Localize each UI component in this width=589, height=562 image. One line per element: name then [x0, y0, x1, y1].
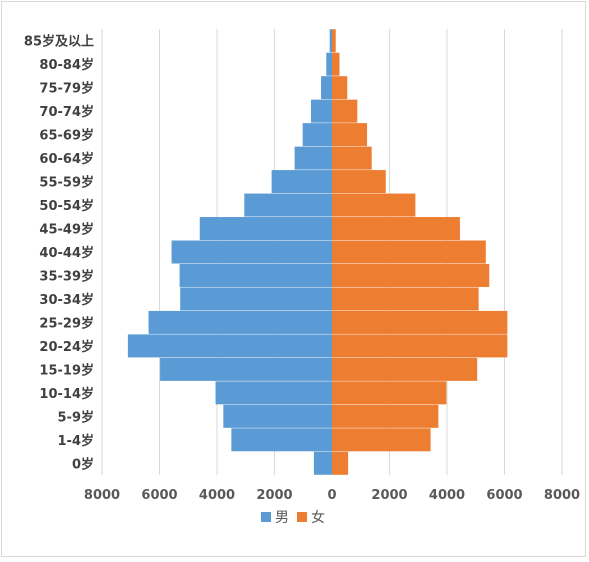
bar-female [332, 357, 478, 381]
category-label: 55-59岁 [39, 175, 94, 191]
category-labels: 85岁及以上 80-84岁 75-79岁 70-74岁 65-69岁 60-64岁 55-5… [24, 34, 94, 473]
bar-male [127, 334, 332, 358]
bar-male [231, 428, 332, 452]
x-tick-label: 8000 [544, 488, 580, 503]
x-axis-tick-labels: 8000 6000 4000 2000 0 2000 4000 6000 8000 [84, 488, 580, 503]
bar-female [332, 334, 508, 358]
category-label: 75-79岁 [39, 81, 94, 97]
category-label: 15-19岁 [39, 362, 94, 378]
bar-female [332, 240, 486, 264]
category-label: 35-39岁 [39, 268, 94, 284]
x-tick-label: 4000 [429, 488, 465, 503]
category-label: 5-9岁 [58, 409, 95, 425]
bar-female [332, 428, 431, 452]
bar-male [180, 287, 332, 311]
bar-female [332, 310, 508, 334]
bar-male [313, 451, 332, 475]
bar-male [271, 170, 332, 194]
bars [127, 29, 508, 475]
category-label: 40-44岁 [39, 245, 94, 261]
legend-swatch [261, 512, 271, 522]
bar-male [199, 217, 332, 241]
bar-female [332, 146, 372, 170]
bar-female [332, 99, 358, 123]
bar-male [244, 193, 332, 217]
bar-male [326, 52, 332, 76]
category-label: 45-49岁 [39, 222, 94, 238]
bar-female [332, 263, 490, 287]
bar-male [179, 263, 332, 287]
bar-male [160, 357, 332, 381]
legend-swatch [297, 512, 307, 522]
bar-male [321, 76, 332, 100]
x-tick-label: 6000 [141, 488, 177, 503]
bar-female [332, 451, 349, 475]
bar-male [171, 240, 332, 264]
legend: 男女 [261, 509, 325, 526]
bar-female [332, 404, 439, 428]
category-label: 1-4岁 [58, 433, 95, 449]
x-tick-label: 0 [327, 488, 336, 503]
bar-male [223, 404, 332, 428]
x-tick-label: 4000 [199, 488, 235, 503]
category-label: 0岁 [72, 456, 94, 472]
category-label: 20-24岁 [39, 339, 94, 355]
bar-female [332, 381, 447, 405]
category-label: 10-14岁 [39, 386, 94, 402]
bar-male [329, 29, 332, 53]
category-label: 80-84岁 [39, 57, 94, 73]
bar-male [215, 381, 332, 405]
bar-male [148, 310, 332, 334]
legend-label: 男 [275, 510, 289, 526]
bar-male [302, 123, 332, 147]
category-label: 30-34岁 [39, 292, 94, 308]
bar-female [332, 193, 416, 217]
bar-female [332, 170, 386, 194]
category-label: 65-69岁 [39, 128, 94, 144]
legend-label: 女 [311, 509, 325, 526]
bar-male [294, 146, 332, 170]
bar-female [332, 287, 479, 311]
x-tick-label: 2000 [371, 488, 407, 503]
bar-female [332, 52, 340, 76]
bar-male [311, 99, 332, 123]
bar-female [332, 76, 348, 100]
x-tick-label: 6000 [486, 488, 522, 503]
category-label: 85岁及以上 [24, 34, 94, 50]
x-tick-label: 2000 [256, 488, 292, 503]
category-label: 60-64岁 [39, 151, 94, 167]
category-label: 50-54岁 [39, 198, 94, 214]
bar-female [332, 217, 460, 241]
bar-female [332, 29, 336, 53]
category-label: 25-29岁 [39, 315, 94, 331]
category-label: 70-74岁 [39, 104, 94, 120]
x-tick-label: 8000 [84, 488, 120, 503]
bar-female [332, 123, 368, 147]
